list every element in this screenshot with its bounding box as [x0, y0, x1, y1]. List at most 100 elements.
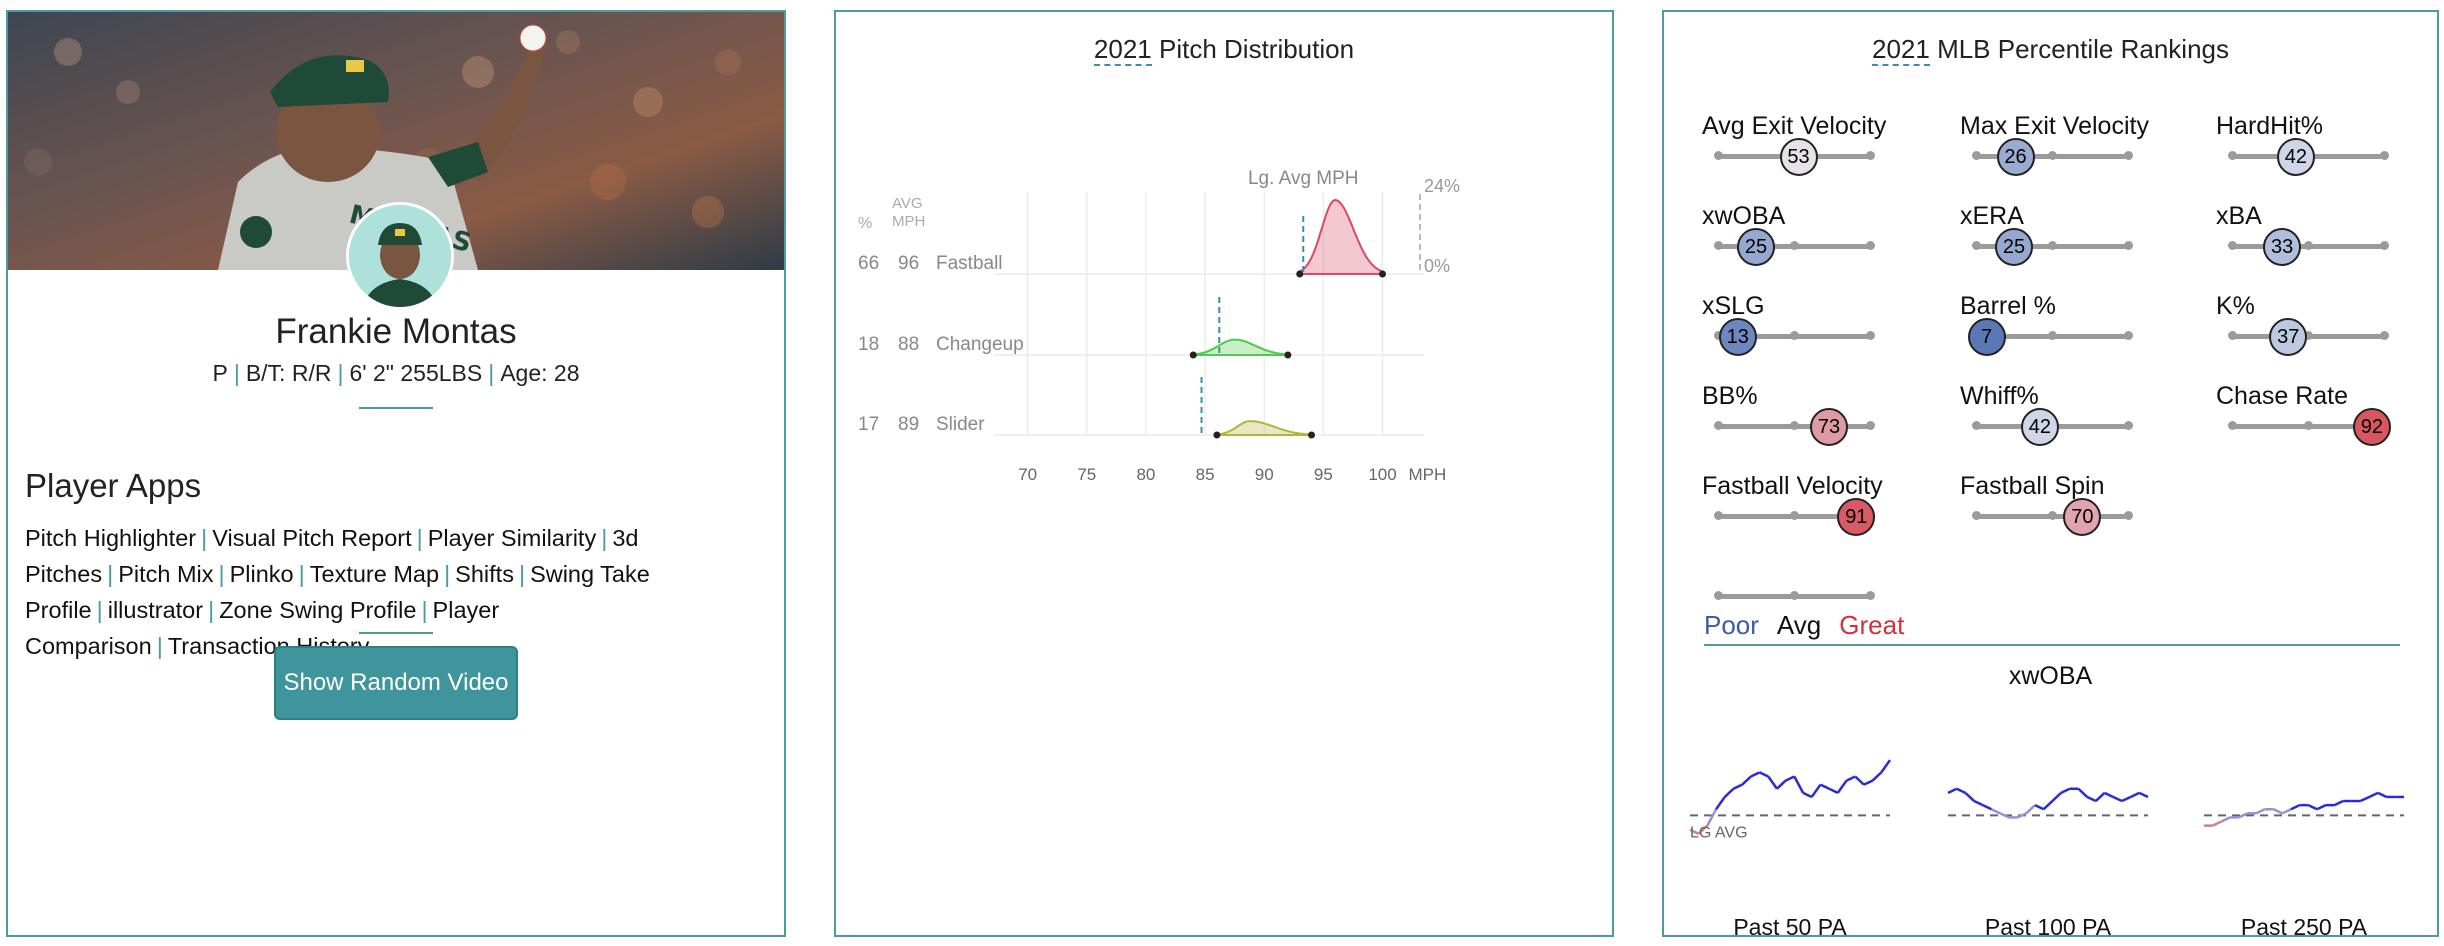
percentile-badge[interactable]: 37	[2269, 318, 2308, 356]
xwoba-trend-line	[1741, 775, 1752, 786]
percentile-metric: Fastball Velocity 91	[1702, 472, 1952, 536]
metric-label: xERA	[1960, 202, 2024, 230]
xwoba-trend-line	[1982, 804, 1993, 811]
show-random-video-button[interactable]: Show Random Video	[274, 646, 518, 720]
percentile-metric: HardHit% 42	[2216, 112, 2437, 176]
xwoba-trend-line	[2017, 812, 2027, 819]
app-link[interactable]: Pitch Highlighter	[25, 525, 197, 551]
metric-label: Max Exit Velocity	[1960, 112, 2149, 140]
x-tick-label: 80	[1136, 465, 1155, 484]
x-tick-label: 100	[1368, 465, 1396, 484]
metric-label: HardHit%	[2216, 112, 2323, 140]
lg-avg-label: LG AVG	[1690, 824, 1748, 841]
percentile-badge[interactable]: 26	[1996, 138, 2035, 176]
pitch-density-curve[interactable]	[1215, 420, 1313, 436]
percentile-metric: Whiff% 42	[1960, 382, 2210, 446]
app-link[interactable]: Shifts	[455, 561, 514, 587]
xwoba-trend-line	[2255, 808, 2266, 815]
xwoba-trend-line	[2273, 808, 2283, 815]
app-link[interactable]: Visual Pitch Report	[212, 525, 412, 551]
xwoba-trend-line	[1723, 787, 1735, 798]
range-endpoint	[1296, 270, 1304, 278]
percentile-badge[interactable]: 42	[2276, 138, 2315, 176]
xwoba-trend-line	[1863, 779, 1874, 786]
app-link[interactable]: illustrator	[107, 597, 204, 623]
metric-label: BB%	[1702, 382, 1758, 410]
percentile-rankings-title: 2021 MLB Percentile Rankings	[1872, 34, 2229, 66]
xwoba-trend-line	[2290, 804, 2301, 811]
pitch-density-curve[interactable]	[1192, 338, 1289, 356]
player-age: Age: 28	[500, 360, 580, 386]
lg-avg-label: Lg. Avg MPH	[1248, 168, 1359, 189]
xwoba-trend-line	[1836, 779, 1848, 794]
xwoba-trend-line	[1785, 775, 1795, 782]
percentile-metric: Avg Exit Velocity 53	[1702, 112, 1952, 176]
divider	[359, 407, 433, 409]
metric-label: Barrel %	[1960, 292, 2056, 320]
xwoba-trend-line	[1947, 787, 1958, 794]
app-link[interactable]: Swing Take Profile	[25, 561, 650, 623]
percentile-badge[interactable]: 13	[1718, 318, 1757, 356]
app-link[interactable]: Player Similarity	[427, 525, 597, 551]
xwoba-trend-line	[1990, 808, 2001, 815]
metric-label: xSLG	[1702, 292, 1765, 320]
x-tick-label: 75	[1077, 465, 1096, 484]
percentile-metric: Fastball Spin 70	[1960, 472, 2210, 536]
percentile-badge[interactable]: 92	[2352, 408, 2391, 446]
xwoba-trend-line	[1793, 775, 1805, 794]
pitch-pct: 66	[858, 253, 879, 274]
app-link[interactable]: Pitch Mix	[118, 561, 214, 587]
range-endpoint	[1189, 351, 1197, 359]
percentile-badge[interactable]: 7	[1967, 318, 2006, 356]
percentile-badge[interactable]: 25	[1995, 228, 2033, 266]
xwoba-trend-line	[1689, 828, 1700, 835]
percentile-legend: Poor Avg Great	[1704, 610, 1922, 641]
xwoba-trend-line	[2281, 808, 2292, 815]
pitch-pct: 18	[858, 334, 879, 355]
pitch-name: Fastball	[936, 253, 1003, 274]
divider	[1704, 644, 2400, 646]
pitch-distribution-panel: 2021 Pitch Distribution 70 75 80 85 90 95 100 M…	[834, 10, 1614, 937]
app-link[interactable]: Plinko	[229, 561, 294, 587]
app-link[interactable]: 3d Pitches	[25, 525, 639, 587]
percentile-badge[interactable]: 70	[2063, 498, 2102, 536]
xwoba-trend-title: xwOBA	[2008, 662, 2093, 690]
player-headshot-avatar	[346, 202, 454, 310]
percentile-metric: xSLG 13	[1702, 292, 1952, 356]
xwoba-trend-chart: LG AVG	[1689, 759, 2404, 841]
player-apps-title: Player Apps	[25, 467, 202, 504]
percentile-badge[interactable]: 73	[1809, 408, 1848, 446]
title-year-dropdown[interactable]: 2021	[1872, 34, 1930, 66]
xwoba-trend-line	[1999, 812, 2010, 819]
pitch-avg-mph: 96	[898, 253, 919, 274]
xwoba-trend-line	[2051, 791, 2062, 802]
player-meta: P | B/T: R/R | 6' 2" 255LBS | Age: 28	[212, 360, 580, 386]
xwoba-trend-line	[2077, 787, 2088, 798]
scale-top-label: 24%	[1424, 176, 1460, 196]
percentile-metric: Barrel % 7	[1960, 292, 2210, 356]
pitch-density-curve[interactable]	[1298, 198, 1384, 275]
percentile-badge[interactable]: 42	[2020, 408, 2059, 446]
title-year-dropdown[interactable]: 2021	[1093, 34, 1152, 66]
pitch-name: Changeup	[936, 334, 1024, 355]
app-link[interactable]: Texture Map	[309, 561, 440, 587]
col-pct-header: %	[858, 215, 872, 232]
xwoba-trend-line	[2034, 804, 2045, 811]
app-link[interactable]: Zone Swing Profile	[219, 597, 417, 623]
player-name: Frankie Montas	[275, 312, 517, 351]
range-endpoint	[1213, 431, 1221, 439]
percentile-badge[interactable]: 91	[1837, 498, 1876, 536]
xwoba-trend-line	[1776, 779, 1787, 790]
metric-label: xwOBA	[1702, 202, 1786, 230]
divider	[359, 632, 433, 634]
x-tick-label: 70	[1018, 465, 1037, 484]
percentile-metric: xwOBA 25	[1702, 202, 1952, 266]
xwoba-trend-line	[2377, 791, 2388, 799]
legend-scale	[1702, 552, 1952, 612]
app-link[interactable]: Player Comparison	[25, 597, 500, 659]
percentile-badge[interactable]: 25	[1737, 228, 1775, 266]
xwoba-trend-line	[1715, 796, 1726, 810]
xwoba-window-label: Past 250 PA	[2240, 914, 2368, 937]
percentile-badge[interactable]: 33	[2263, 228, 2302, 266]
percentile-badge[interactable]: 53	[1779, 138, 1818, 176]
